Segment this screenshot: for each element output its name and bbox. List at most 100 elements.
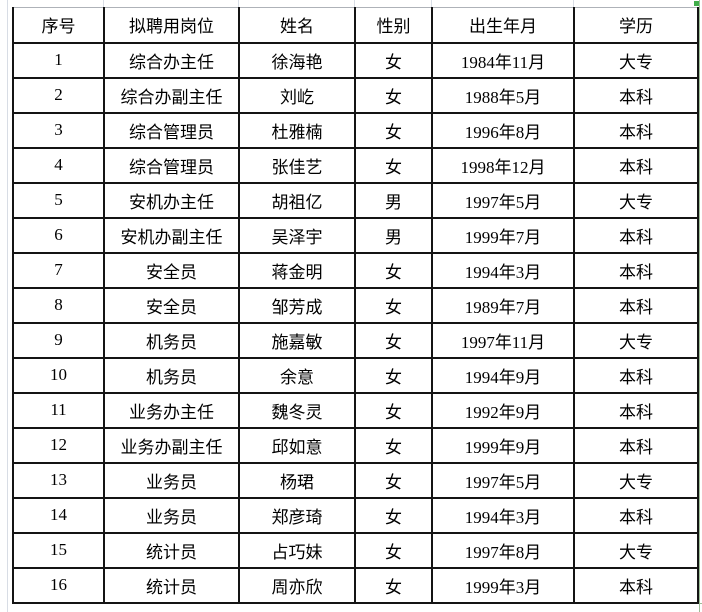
cell-position[interactable]: 业务办主任 [103,391,240,429]
cell-education[interactable]: 大专 [573,461,699,499]
cell-education[interactable]: 本科 [573,496,699,534]
cell-no[interactable]: 16 [12,566,105,604]
cell-gender[interactable]: 男 [354,181,433,219]
cell-birth[interactable]: 1996年8月 [431,111,575,149]
column-header-gender[interactable]: 性别 [354,7,433,44]
cell-name[interactable]: 占巧妹 [238,531,356,569]
cell-name[interactable]: 余意 [238,356,356,394]
cell-birth[interactable]: 1994年9月 [431,356,575,394]
cell-birth[interactable]: 1988年5月 [431,76,575,114]
cell-education[interactable]: 本科 [573,216,699,254]
cell-education[interactable]: 本科 [573,76,699,114]
cell-education[interactable]: 本科 [573,566,699,604]
cell-position[interactable]: 业务员 [103,461,240,499]
cell-position[interactable]: 安全员 [103,286,240,324]
cell-birth[interactable]: 1994年3月 [431,251,575,289]
cell-no[interactable]: 6 [12,216,105,254]
cell-no[interactable]: 8 [12,286,105,324]
cell-name[interactable]: 邱如意 [238,426,356,464]
cell-birth[interactable]: 1984年11月 [431,41,575,79]
cell-gender[interactable]: 女 [354,321,433,359]
cell-no[interactable]: 10 [12,356,105,394]
cell-no[interactable]: 1 [12,41,105,79]
cell-gender[interactable]: 女 [354,531,433,569]
cell-position[interactable]: 安全员 [103,251,240,289]
cell-no[interactable]: 12 [12,426,105,464]
cell-position[interactable]: 综合管理员 [103,146,240,184]
column-header-birth[interactable]: 出生年月 [431,7,575,44]
cell-position[interactable]: 业务员 [103,496,240,534]
column-header-no[interactable]: 序号 [12,7,105,44]
cell-education[interactable]: 本科 [573,251,699,289]
cell-gender[interactable]: 女 [354,146,433,184]
cell-birth[interactable]: 1997年5月 [431,461,575,499]
cell-no[interactable]: 14 [12,496,105,534]
cell-name[interactable]: 刘屹 [238,76,356,114]
cell-education[interactable]: 本科 [573,426,699,464]
cell-birth[interactable]: 1999年7月 [431,216,575,254]
cell-no[interactable]: 4 [12,146,105,184]
cell-education[interactable]: 本科 [573,356,699,394]
cell-gender[interactable]: 女 [354,111,433,149]
cell-position[interactable]: 机务员 [103,321,240,359]
cell-gender[interactable]: 女 [354,566,433,604]
cell-position[interactable]: 安机办副主任 [103,216,240,254]
cell-no[interactable]: 3 [12,111,105,149]
cell-no[interactable]: 7 [12,251,105,289]
cell-name[interactable]: 魏冬灵 [238,391,356,429]
cell-education[interactable]: 大专 [573,531,699,569]
cell-name[interactable]: 胡祖亿 [238,181,356,219]
cell-no[interactable]: 5 [12,181,105,219]
cell-education[interactable]: 本科 [573,146,699,184]
cell-name[interactable]: 张佳艺 [238,146,356,184]
cell-education[interactable]: 本科 [573,391,699,429]
cell-name[interactable]: 蒋金明 [238,251,356,289]
column-header-position[interactable]: 拟聘用岗位 [103,7,240,44]
cell-no[interactable]: 11 [12,391,105,429]
cell-gender[interactable]: 女 [354,251,433,289]
cell-education[interactable]: 大专 [573,41,699,79]
cell-position[interactable]: 综合管理员 [103,111,240,149]
cell-gender[interactable]: 女 [354,496,433,534]
cell-education[interactable]: 本科 [573,286,699,324]
cell-birth[interactable]: 1997年11月 [431,321,575,359]
cell-no[interactable]: 9 [12,321,105,359]
cell-position[interactable]: 统计员 [103,566,240,604]
cell-education[interactable]: 大专 [573,181,699,219]
cell-position[interactable]: 统计员 [103,531,240,569]
cell-birth[interactable]: 1998年12月 [431,146,575,184]
cell-birth[interactable]: 1989年7月 [431,286,575,324]
cell-position[interactable]: 综合办副主任 [103,76,240,114]
cell-gender[interactable]: 女 [354,286,433,324]
cell-no[interactable]: 15 [12,531,105,569]
cell-name[interactable]: 徐海艳 [238,41,356,79]
cell-gender[interactable]: 女 [354,461,433,499]
cell-position[interactable]: 综合办主任 [103,41,240,79]
cell-gender[interactable]: 女 [354,41,433,79]
cell-birth[interactable]: 1997年8月 [431,531,575,569]
cell-gender[interactable]: 女 [354,391,433,429]
cell-birth[interactable]: 1992年9月 [431,391,575,429]
cell-position[interactable]: 机务员 [103,356,240,394]
cell-education[interactable]: 大专 [573,321,699,359]
cell-name[interactable]: 邹芳成 [238,286,356,324]
column-header-name[interactable]: 姓名 [238,7,356,44]
cell-gender[interactable]: 女 [354,76,433,114]
cell-position[interactable]: 业务办副主任 [103,426,240,464]
cell-no[interactable]: 2 [12,76,105,114]
cell-birth[interactable]: 1999年9月 [431,426,575,464]
cell-gender[interactable]: 女 [354,426,433,464]
cell-education[interactable]: 本科 [573,111,699,149]
cell-name[interactable]: 吴泽宇 [238,216,356,254]
fill-handle-dot[interactable] [694,1,699,6]
cell-no[interactable]: 13 [12,461,105,499]
cell-birth[interactable]: 1994年3月 [431,496,575,534]
cell-name[interactable]: 周亦欣 [238,566,356,604]
cell-name[interactable]: 杜雅楠 [238,111,356,149]
column-header-education[interactable]: 学历 [573,7,699,44]
cell-birth[interactable]: 1999年3月 [431,566,575,604]
cell-name[interactable]: 施嘉敏 [238,321,356,359]
cell-name[interactable]: 杨珺 [238,461,356,499]
cell-gender[interactable]: 女 [354,356,433,394]
cell-position[interactable]: 安机办主任 [103,181,240,219]
